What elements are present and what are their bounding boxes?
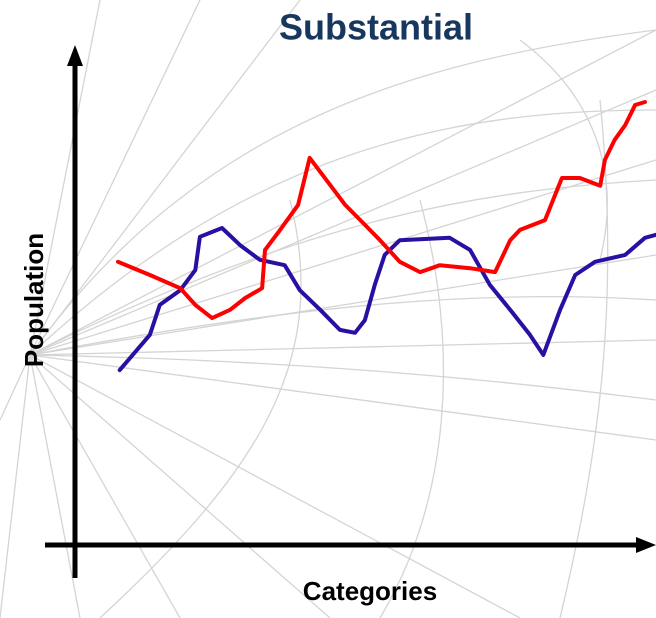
y-axis-label: Population (19, 233, 49, 367)
plot-area (118, 102, 656, 370)
background-decoration (0, 0, 656, 618)
x-axis-label: Categories (303, 576, 437, 606)
x-axis-arrow (636, 537, 656, 553)
y-axis-arrow (67, 45, 83, 66)
chart: Substantial Categories Population (0, 0, 656, 618)
chart-title: Substantial (279, 7, 473, 48)
